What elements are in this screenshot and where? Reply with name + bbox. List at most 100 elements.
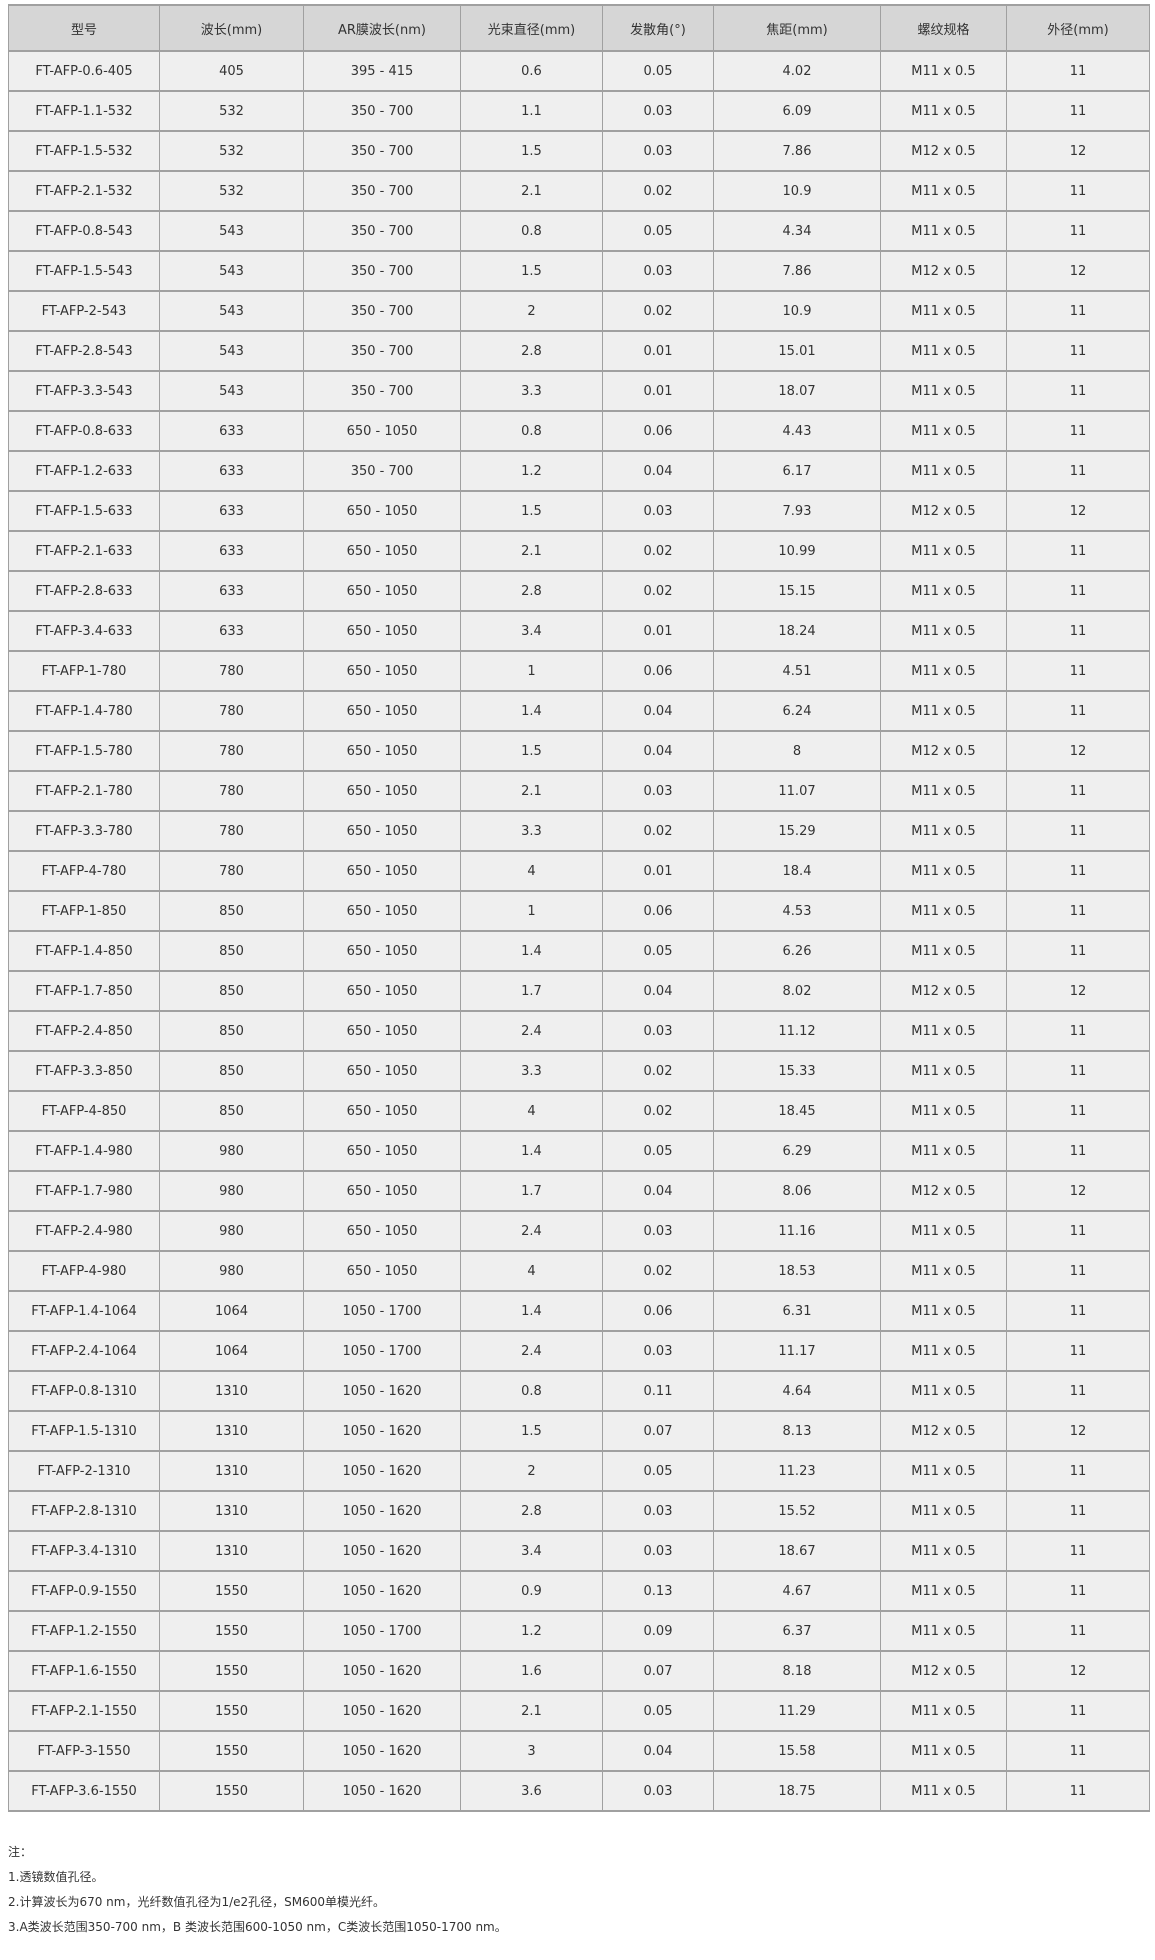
table-cell: FT-AFP-1.7-850: [8, 970, 160, 1012]
table-cell: 1.5: [460, 1410, 603, 1452]
table-cell: 12: [1006, 1170, 1150, 1212]
table-cell: M11 x 0.5: [880, 1290, 1007, 1332]
table-cell: 650 - 1050: [303, 490, 461, 532]
table-cell: FT-AFP-4-780: [8, 850, 160, 892]
table-cell: 1064: [159, 1290, 304, 1332]
table-row: FT-AFP-2.1-532 532 350 - 700 2.1 0.02 10.9 M11…: [8, 170, 1150, 212]
table-row: FT-AFP-4-980 980 650 - 1050 4 0.02 18.53 M11 x…: [8, 1250, 1150, 1292]
table-cell: 850: [159, 930, 304, 972]
table-cell: 11: [1006, 690, 1150, 732]
table-cell: M11 x 0.5: [880, 90, 1007, 132]
table-cell: FT-AFP-3.4-1310: [8, 1530, 160, 1572]
table-cell: 3.6: [460, 1770, 603, 1812]
table-cell: 18.07: [713, 370, 881, 412]
table-cell: 11: [1006, 1330, 1150, 1372]
table-cell: 0.04: [602, 450, 714, 492]
table-cell: M12 x 0.5: [880, 730, 1007, 772]
table-cell: M11 x 0.5: [880, 370, 1007, 412]
table-cell: 543: [159, 290, 304, 332]
table-cell: 1050 - 1620: [303, 1570, 461, 1612]
table-cell: 11: [1006, 1210, 1150, 1252]
table-cell: 6.26: [713, 930, 881, 972]
table-cell: 11: [1006, 370, 1150, 412]
table-cell: 1550: [159, 1570, 304, 1612]
table-cell: M11 x 0.5: [880, 1330, 1007, 1372]
table-cell: 1050 - 1620: [303, 1450, 461, 1492]
table-cell: M11 x 0.5: [880, 650, 1007, 692]
table-row: FT-AFP-2.4-850 850 650 - 1050 2.4 0.03 11.12 M…: [8, 1010, 1150, 1052]
table-cell: 11.23: [713, 1450, 881, 1492]
table-row: FT-AFP-1.5-532 532 350 - 700 1.5 0.03 7.86 M12…: [8, 130, 1150, 172]
table-cell: 780: [159, 850, 304, 892]
table-cell: 4.51: [713, 650, 881, 692]
table-cell: FT-AFP-0.8-543: [8, 210, 160, 252]
table-cell: 0.03: [602, 90, 714, 132]
table-cell: 2: [460, 1450, 603, 1492]
table-cell: 0.05: [602, 930, 714, 972]
table-cell: 0.03: [602, 1330, 714, 1372]
table-cell: M11 x 0.5: [880, 1730, 1007, 1772]
table-cell: 2.1: [460, 770, 603, 812]
table-cell: 1050 - 1620: [303, 1530, 461, 1572]
table-cell: 11: [1006, 1090, 1150, 1132]
table-cell: 532: [159, 130, 304, 172]
table-cell: 1.6: [460, 1650, 603, 1692]
table-cell: 6.37: [713, 1610, 881, 1652]
table-cell: 12: [1006, 730, 1150, 772]
table-cell: FT-AFP-2.1-633: [8, 530, 160, 572]
table-cell: 2.4: [460, 1210, 603, 1252]
table-cell: 633: [159, 610, 304, 652]
table-cell: 11: [1006, 210, 1150, 252]
table-cell: M11 x 0.5: [880, 1370, 1007, 1412]
table-cell: 8: [713, 730, 881, 772]
table-cell: FT-AFP-2.8-633: [8, 570, 160, 612]
table-cell: 11: [1006, 1250, 1150, 1292]
table-cell: FT-AFP-2.1-780: [8, 770, 160, 812]
table-cell: 10.9: [713, 290, 881, 332]
table-cell: 1.4: [460, 690, 603, 732]
table-cell: 543: [159, 250, 304, 292]
table-cell: 350 - 700: [303, 170, 461, 212]
table-cell: 650 - 1050: [303, 930, 461, 972]
table-cell: 980: [159, 1170, 304, 1212]
table-cell: 1.2: [460, 450, 603, 492]
table-cell: 2.8: [460, 330, 603, 372]
table-cell: 10.9: [713, 170, 881, 212]
table-cell: 1550: [159, 1610, 304, 1652]
table-cell: 3.3: [460, 1050, 603, 1092]
table-cell: 1.7: [460, 970, 603, 1012]
table-cell: FT-AFP-1.7-980: [8, 1170, 160, 1212]
table-cell: 850: [159, 890, 304, 932]
table-cell: 543: [159, 330, 304, 372]
note-3: 3.A类波长范围350-700 nm，B 类波长范围600-1050 nm，C类…: [8, 1920, 507, 1934]
table-cell: 4: [460, 1090, 603, 1132]
table-cell: 1550: [159, 1730, 304, 1772]
column-header: 焦距(mm): [713, 4, 881, 52]
table-row: FT-AFP-1.5-1310 1310 1050 - 1620 1.5 0.07 8.1…: [8, 1410, 1150, 1452]
column-header: 发散角(°): [602, 4, 714, 52]
table-cell: 650 - 1050: [303, 1210, 461, 1252]
table-cell: 650 - 1050: [303, 810, 461, 852]
table-cell: 4.34: [713, 210, 881, 252]
table-row: FT-AFP-2.1-780 780 650 - 1050 2.1 0.03 11.07 M…: [8, 770, 1150, 812]
table-cell: M12 x 0.5: [880, 130, 1007, 172]
table-cell: 4: [460, 1250, 603, 1292]
table-cell: 0.06: [602, 410, 714, 452]
table-cell: M11 x 0.5: [880, 610, 1007, 652]
table-cell: 0.06: [602, 650, 714, 692]
table-cell: 11: [1006, 610, 1150, 652]
table-cell: 12: [1006, 490, 1150, 532]
table-cell: 11: [1006, 770, 1150, 812]
table-row: FT-AFP-1.4-1064 1064 1050 - 1700 1.4 0.06 6.3…: [8, 1290, 1150, 1332]
table-cell: 0.01: [602, 610, 714, 652]
table-cell: 350 - 700: [303, 130, 461, 172]
table-cell: 0.02: [602, 290, 714, 332]
table-cell: 650 - 1050: [303, 1130, 461, 1172]
table-cell: 3.4: [460, 1530, 603, 1572]
table-cell: 650 - 1050: [303, 970, 461, 1012]
table-cell: M11 x 0.5: [880, 1090, 1007, 1132]
table-cell: 0.05: [602, 210, 714, 252]
table-cell: 2.1: [460, 1690, 603, 1732]
table-cell: FT-AFP-1.5-532: [8, 130, 160, 172]
table-cell: 11: [1006, 1690, 1150, 1732]
